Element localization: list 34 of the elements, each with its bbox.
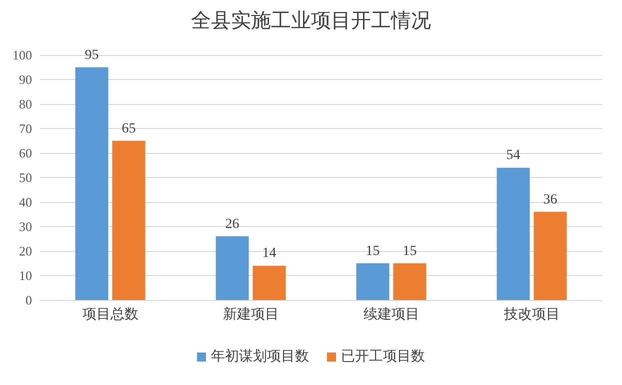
y-tick-label: 100 [12,48,32,62]
legend-label: 已开工项目数 [341,348,425,364]
y-tick-label: 90 [19,72,32,87]
bar [534,212,567,300]
x-tick-label: 技改项目 [502,306,560,322]
y-tick-label: 60 [19,146,32,160]
data-label: 26 [225,216,240,232]
bar [252,266,286,300]
data-label: 14 [262,246,276,262]
bar [496,168,530,300]
legend-label: 年初谋划项目数 [211,348,309,364]
bar [112,140,146,300]
bar [216,236,249,300]
bar [393,263,426,300]
bar [356,263,390,300]
data-label: 95 [84,48,99,63]
y-tick-label: 0 [26,292,32,308]
bar [75,67,108,300]
data-label: 15 [402,244,417,259]
y-tick-label: 20 [19,244,32,258]
y-tick-label: 70 [19,121,32,136]
y-tick-label: 30 [19,219,32,234]
x-tick-label: 项目总数 [82,306,138,322]
data-label: 65 [122,121,136,136]
data-label: 36 [543,192,558,208]
y-tick-label: 40 [19,194,32,210]
data-label: 15 [366,244,380,259]
y-tick-label: 10 [19,268,32,283]
y-tick-label: 50 [19,170,32,185]
x-tick-label: 新建项目 [222,306,279,322]
data-label: 54 [506,148,520,164]
chart-title: 全县实施工业项目开工情况 [191,10,431,32]
x-tick-label: 续建项目 [363,306,420,322]
y-tick-label: 80 [19,96,32,112]
